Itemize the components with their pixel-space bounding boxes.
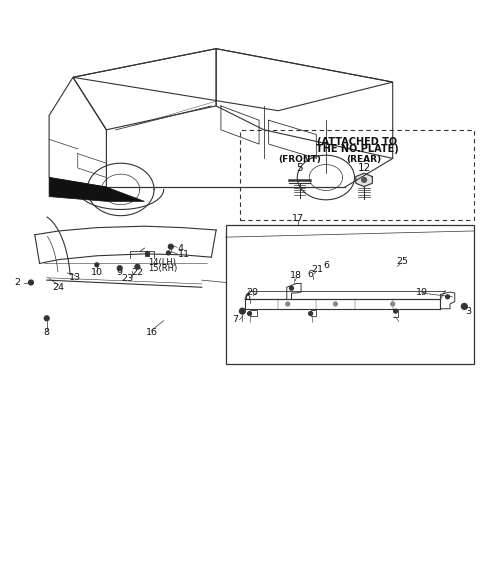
Text: 25: 25	[396, 257, 408, 266]
Text: 11: 11	[178, 250, 190, 259]
Text: 17: 17	[292, 214, 304, 223]
Text: 20: 20	[246, 289, 258, 298]
Polygon shape	[356, 173, 372, 186]
Text: (REAR): (REAR)	[347, 155, 382, 164]
Polygon shape	[49, 177, 144, 201]
Text: 13: 13	[69, 273, 82, 282]
Circle shape	[44, 316, 49, 321]
Text: (FRONT): (FRONT)	[278, 155, 321, 164]
Circle shape	[391, 302, 395, 306]
Circle shape	[117, 266, 122, 271]
Text: 21: 21	[312, 264, 324, 273]
Text: 6: 6	[244, 293, 250, 302]
Circle shape	[446, 295, 449, 299]
Circle shape	[289, 286, 293, 290]
Text: 5: 5	[296, 163, 303, 173]
Bar	[226, 225, 474, 364]
Circle shape	[334, 302, 337, 306]
Circle shape	[240, 308, 245, 314]
Text: 12: 12	[358, 163, 371, 173]
Text: 9: 9	[117, 268, 123, 277]
Text: 14(LH): 14(LH)	[148, 258, 176, 267]
Circle shape	[135, 264, 140, 269]
Text: 10: 10	[91, 268, 103, 277]
Text: 4: 4	[178, 244, 184, 253]
Text: 24: 24	[53, 282, 65, 292]
Text: 8: 8	[44, 328, 50, 337]
Text: (ATTACHED TO: (ATTACHED TO	[317, 137, 397, 147]
Circle shape	[167, 251, 170, 255]
Text: 6: 6	[308, 270, 313, 279]
Text: 19: 19	[416, 289, 428, 298]
Text: 2: 2	[14, 278, 20, 287]
Circle shape	[286, 302, 289, 306]
Circle shape	[461, 303, 467, 309]
Circle shape	[168, 244, 173, 249]
Text: 6: 6	[324, 261, 330, 270]
Circle shape	[95, 263, 99, 267]
Text: 3: 3	[465, 307, 471, 316]
Circle shape	[29, 280, 34, 285]
Text: THE NO.PLATE): THE NO.PLATE)	[315, 144, 398, 154]
Text: 23: 23	[122, 274, 134, 283]
Text: 7: 7	[232, 315, 238, 324]
Text: 15(RH): 15(RH)	[148, 264, 178, 273]
Text: 16: 16	[146, 328, 158, 337]
Circle shape	[362, 177, 366, 182]
Circle shape	[309, 312, 312, 315]
Circle shape	[394, 309, 397, 313]
Bar	[144, 251, 149, 257]
Text: 18: 18	[290, 271, 302, 280]
Circle shape	[248, 312, 252, 315]
Text: 22: 22	[132, 267, 144, 276]
